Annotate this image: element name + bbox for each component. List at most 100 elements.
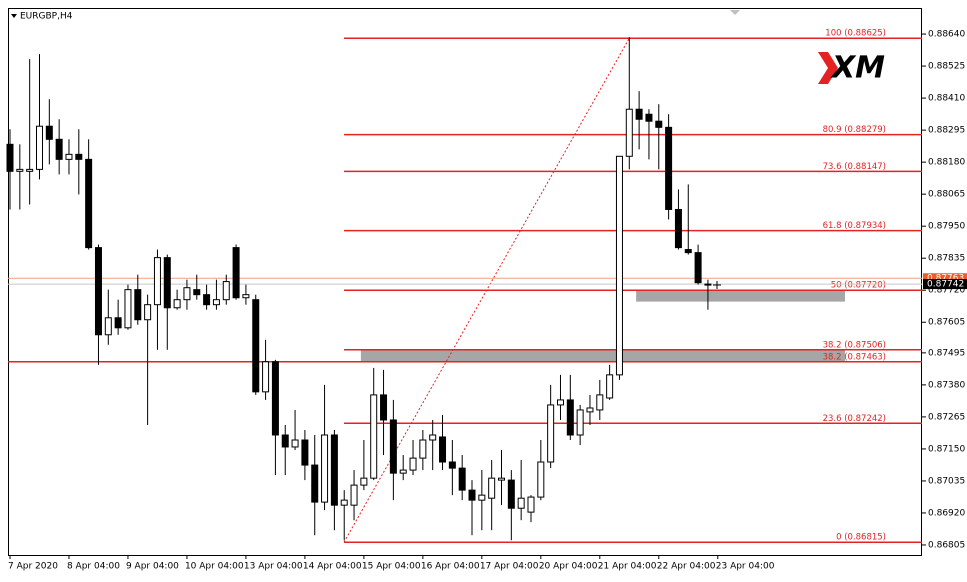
logo-mark: [818, 52, 838, 84]
y-tick-label: 0.87380: [928, 380, 965, 390]
y-tick-label: 0.87720: [928, 286, 965, 296]
x-tick-label: 23 Apr 04:00: [716, 562, 775, 572]
candle-body: [104, 317, 112, 336]
price-box-label: 0.87742: [927, 280, 964, 290]
candle-body: [576, 409, 584, 436]
fib-label: 100 (0.88625): [825, 29, 886, 39]
candle-body: [124, 289, 132, 329]
candle-body: [380, 394, 388, 421]
candle-body: [606, 374, 614, 399]
y-tick-label: 0.88525: [928, 62, 965, 72]
candle-body: [193, 289, 201, 296]
candle-body: [665, 126, 673, 210]
candle-body: [301, 439, 309, 466]
y-tick-label: 0.87835: [928, 254, 965, 264]
y-tick-label: 0.88640: [928, 30, 965, 40]
price-box-label: 0.87763: [927, 274, 964, 284]
candle-body: [448, 461, 456, 469]
candle-body: [134, 289, 142, 321]
candle-body: [212, 299, 220, 306]
fib-label: 38.2 (0.87463): [823, 352, 886, 362]
candle-body: [458, 467, 466, 491]
candle-body: [429, 434, 437, 441]
candle-body: [163, 257, 171, 309]
fib-label: 38.2 (0.87506): [823, 340, 886, 350]
candle-body: [704, 283, 712, 286]
x-tick-label: 15 Apr 04:00: [362, 562, 421, 572]
y-tick-label: 0.88295: [928, 126, 965, 136]
candle-body: [45, 125, 53, 140]
candle-body: [173, 299, 181, 309]
logo-text: XM: [830, 51, 885, 86]
x-tick-label: 22 Apr 04:00: [657, 562, 716, 572]
candle-body: [468, 489, 476, 501]
candle-body: [596, 394, 604, 411]
x-tick-label: 14 Apr 04:00: [303, 562, 362, 572]
chart-title: EURGBP,H4: [20, 12, 73, 22]
cursor: [713, 281, 721, 289]
candle-body: [615, 155, 623, 376]
candle-body: [144, 304, 152, 321]
logo: XM: [818, 51, 885, 86]
candle-body: [419, 439, 427, 459]
candle-body: [547, 404, 555, 463]
x-tick-label: 20 Apr 04:00: [539, 562, 598, 572]
candle-body: [537, 461, 545, 498]
candle-body: [625, 108, 633, 157]
candle-body: [85, 158, 93, 249]
candle-body: [340, 499, 348, 506]
candle-body: [389, 419, 397, 474]
candle-body: [694, 252, 702, 284]
candle-body: [399, 469, 407, 474]
zone: [360, 349, 845, 362]
candle-body: [527, 496, 535, 513]
candle-body: [75, 153, 83, 160]
candle-body: [360, 477, 368, 486]
y-tick-label: 0.88180: [928, 158, 965, 168]
y-tick-label: 0.87495: [928, 348, 965, 358]
y-tick-label: 0.86805: [928, 540, 965, 550]
candle-body: [684, 249, 692, 254]
symbol-menu-icon[interactable]: [11, 14, 17, 18]
candle-body: [566, 399, 574, 436]
candle-body: [232, 247, 240, 299]
candle-body: [350, 484, 358, 506]
fib-label: 80.9 (0.88279): [823, 125, 886, 135]
candle-body: [409, 457, 417, 471]
candle-body: [635, 108, 643, 120]
candle-body: [478, 494, 486, 501]
candle-body: [16, 168, 24, 172]
candle-body: [94, 247, 102, 336]
y-tick-label: 0.87150: [928, 444, 965, 454]
fib-label: 50 (0.87720): [831, 281, 886, 291]
fib-label: 61.8 (0.87934): [823, 221, 886, 231]
candle-body: [55, 138, 63, 160]
candle-body: [674, 208, 682, 249]
y-tick-label: 0.87950: [928, 222, 965, 232]
candle-body: [271, 361, 279, 436]
fib-label: 0 (0.86815): [836, 533, 886, 543]
candle-body: [291, 439, 299, 448]
x-tick-label: 16 Apr 04:00: [421, 562, 480, 572]
plot-frame: [8, 8, 922, 556]
y-tick-label: 0.88065: [928, 190, 965, 200]
x-tick-label: 13 Apr 04:00: [244, 562, 303, 572]
candle-body: [183, 287, 191, 301]
fib-label: 23.6 (0.87242): [823, 414, 886, 424]
y-tick-label: 0.87605: [928, 318, 965, 328]
x-tick-label: 21 Apr 04:00: [598, 562, 657, 572]
y-tick-label: 0.88410: [928, 94, 965, 104]
candle-body: [252, 299, 260, 393]
shift-marker: [730, 10, 740, 15]
candle-body: [439, 436, 447, 463]
x-tick-label: 9 Apr 04:00: [126, 562, 179, 572]
fib-label: 73.6 (0.88147): [823, 162, 886, 172]
candle-body: [6, 143, 14, 172]
candle-body: [262, 361, 270, 393]
zone: [636, 290, 845, 302]
candle-body: [498, 477, 505, 481]
candle-body: [655, 120, 663, 128]
y-tick-label: 0.87035: [928, 476, 965, 486]
candle-body: [35, 125, 43, 170]
